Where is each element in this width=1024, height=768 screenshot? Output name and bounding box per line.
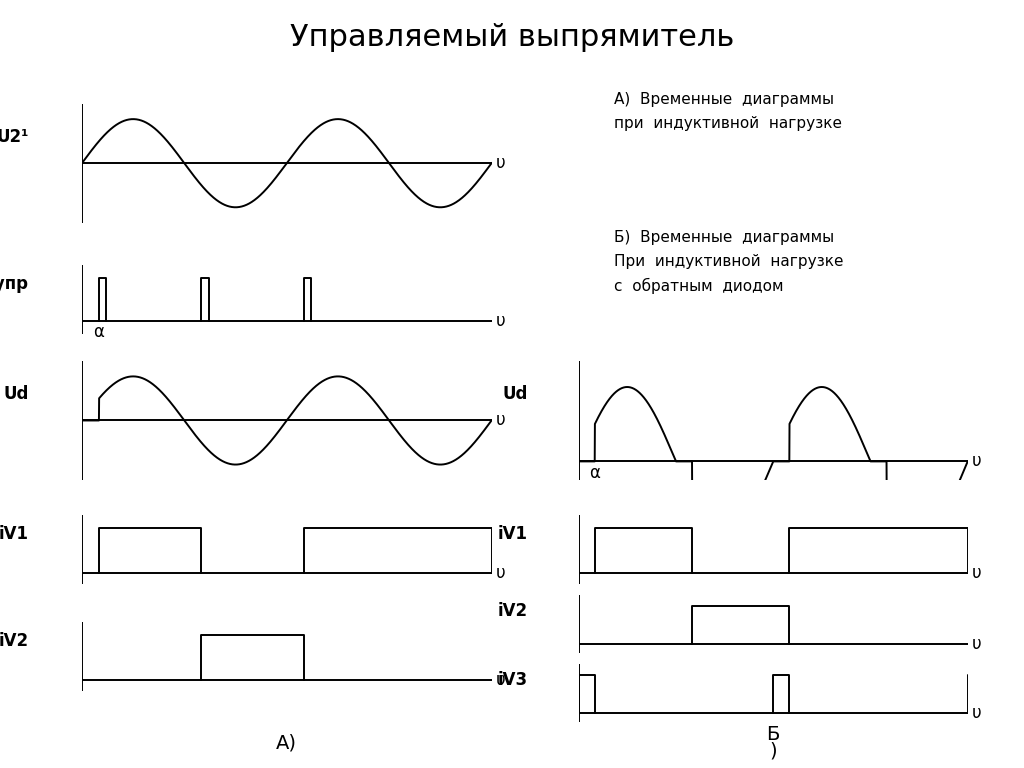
Text: Б)  Временные  диаграммы
При  индуктивной  нагрузке
с  обратным  диодом: Б) Временные диаграммы При индуктивной н… [614, 230, 844, 294]
Text: υ: υ [496, 671, 505, 689]
Text: iV1: iV1 [498, 525, 528, 543]
Text: iV1: iV1 [0, 525, 29, 543]
Text: υ: υ [496, 154, 505, 172]
Text: А): А) [276, 733, 297, 753]
Text: iV2: iV2 [0, 632, 29, 650]
Text: υ: υ [496, 412, 505, 429]
Text: Б
): Б ) [766, 726, 780, 760]
Text: υ: υ [972, 634, 981, 653]
Text: α: α [93, 323, 104, 341]
Text: υ: υ [496, 312, 505, 330]
Text: iV3: iV3 [498, 671, 528, 690]
Text: Ud: Ud [3, 386, 29, 403]
Text: υ: υ [972, 564, 981, 581]
Text: А)  Временные  диаграммы
при  индуктивной  нагрузке: А) Временные диаграммы при индуктивной н… [614, 92, 843, 131]
Text: Ud: Ud [503, 386, 528, 403]
Text: α: α [590, 464, 600, 482]
Text: Иупр: Иупр [0, 275, 29, 293]
Text: υ: υ [972, 452, 981, 470]
Text: U2¹: U2¹ [0, 128, 29, 146]
Text: υ: υ [972, 703, 981, 722]
Text: Управляемый выпрямитель: Управляемый выпрямитель [290, 23, 734, 52]
Text: υ: υ [496, 564, 505, 581]
Text: iV2: iV2 [498, 602, 528, 621]
